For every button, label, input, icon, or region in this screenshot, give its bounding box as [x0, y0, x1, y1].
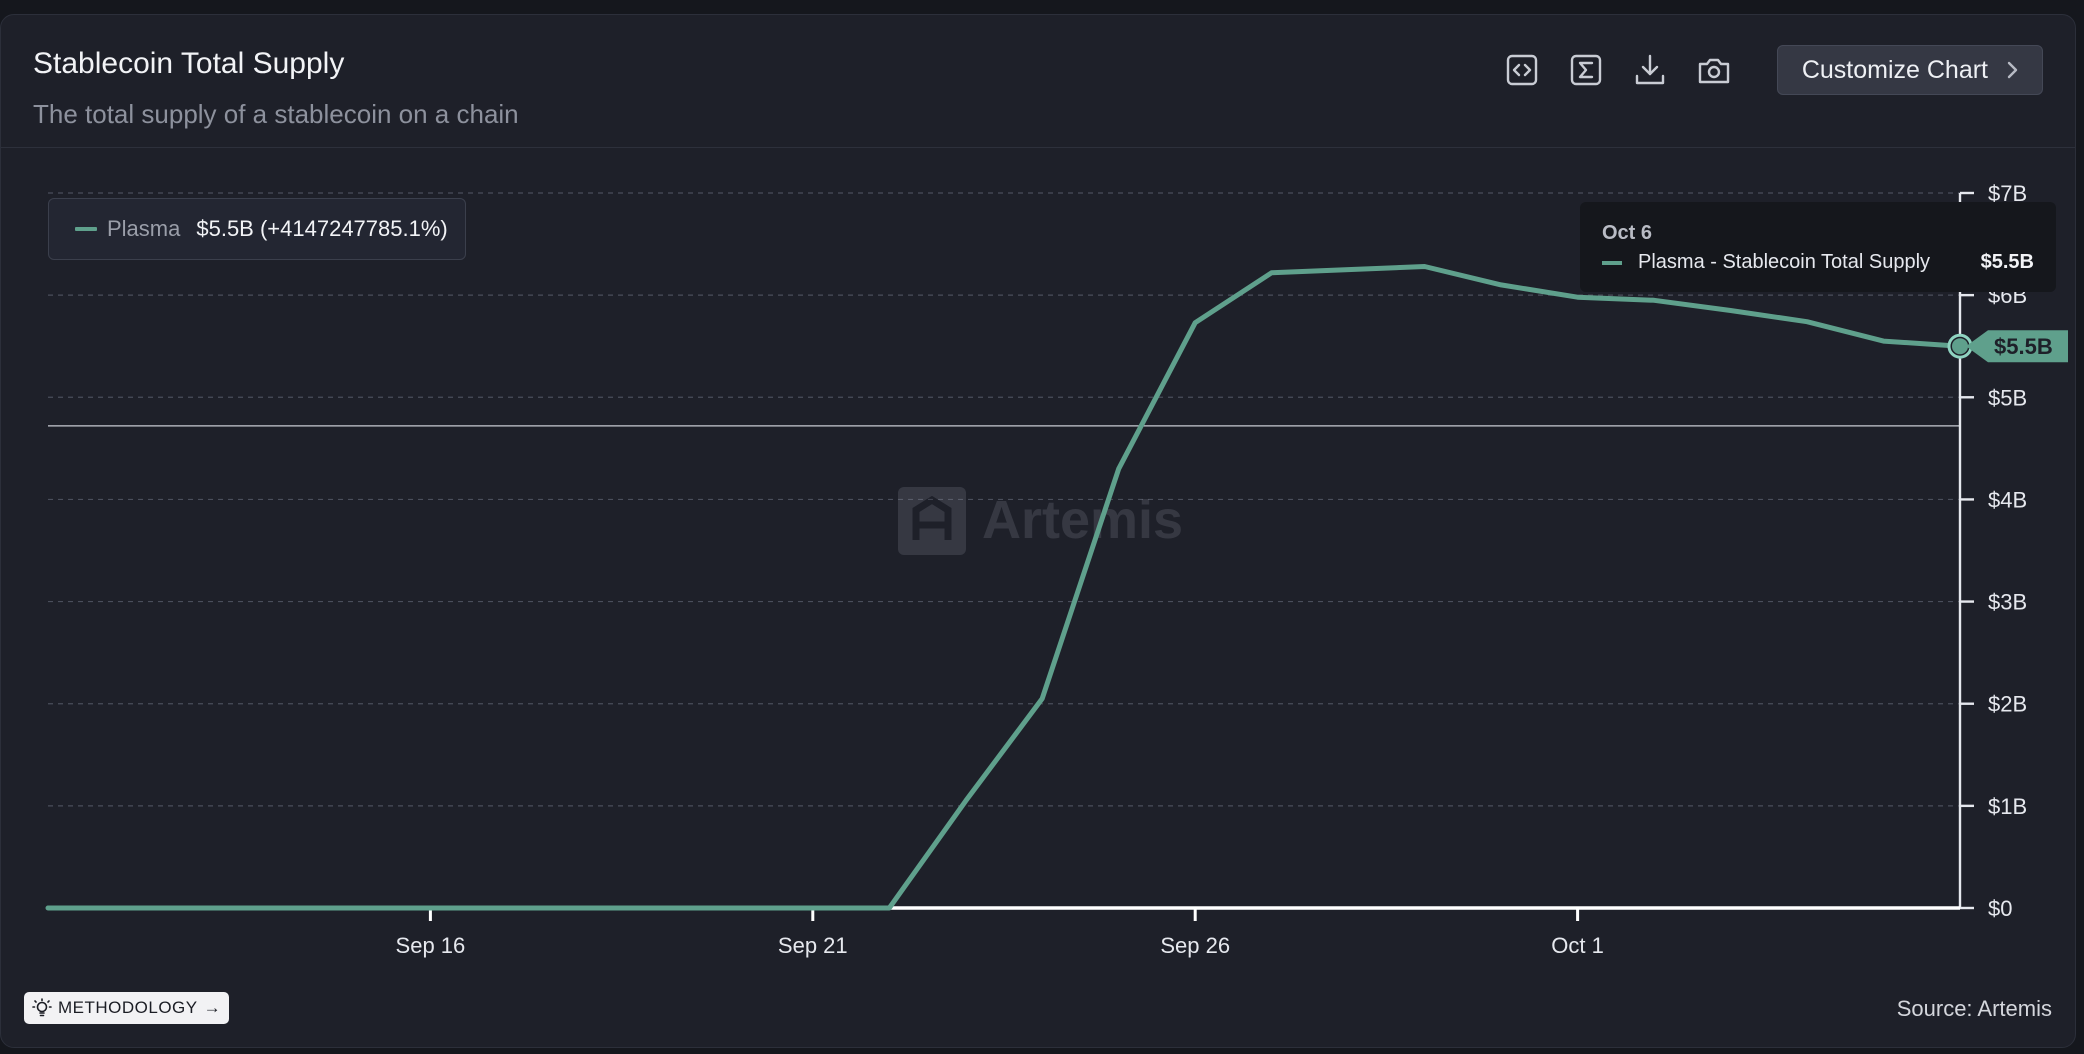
y-tick-label: $2B	[1988, 692, 2027, 717]
download-icon[interactable]	[1629, 49, 1671, 91]
tooltip-value: $5.5B	[1980, 251, 2034, 273]
legend-series-name: Plasma	[107, 216, 181, 241]
last-value-label: $5.5B	[1994, 334, 2053, 359]
chart-toolbar: Customize Chart	[1501, 45, 2043, 95]
last-value-badge	[1966, 330, 2068, 363]
chart-card: Stablecoin Total Supply The total supply…	[0, 14, 2076, 1048]
lightbulb-icon	[32, 998, 52, 1017]
embed-code-icon[interactable]	[1501, 49, 1543, 91]
y-tick-label: $7B	[1988, 181, 2027, 206]
legend-series-value: $5.5B (+4147247785.1%)	[196, 216, 448, 241]
svg-text:Artemis: Artemis	[982, 490, 1183, 550]
legend-swatch	[75, 227, 97, 231]
methodology-label: METHODOLOGY	[58, 998, 198, 1017]
series-line-plasma	[45, 264, 1963, 911]
y-tick-label: $1B	[1988, 794, 2027, 819]
x-tick-label: Sep 26	[1160, 933, 1230, 958]
tooltip-date: Oct 6	[1602, 222, 1653, 244]
customize-chart-button[interactable]: Customize Chart	[1776, 45, 2043, 95]
legend[interactable]: Plasma $5.5B (+4147247785.1%)	[48, 198, 466, 260]
x-tick-label: Sep 16	[396, 933, 466, 958]
hover-marker-fill	[1952, 338, 1968, 355]
y-tick-label: $0	[1988, 896, 2012, 921]
hover-tooltip: Oct 6 Plasma - Stablecoin Total Supply $…	[1580, 202, 2056, 292]
y-tick-label: $4B	[1988, 487, 2027, 512]
camera-icon[interactable]	[1693, 49, 1735, 91]
tooltip-series: Plasma - Stablecoin Total Supply	[1638, 251, 1931, 273]
tooltip-swatch	[1602, 260, 1622, 265]
customize-chart-label: Customize Chart	[1801, 55, 1988, 84]
header-divider	[1, 147, 2075, 148]
chevron-right-icon	[2007, 61, 2018, 79]
chart-subtitle: The total supply of a stablecoin on a ch…	[33, 99, 519, 129]
source-label: Source: Artemis	[1896, 996, 2052, 1021]
x-tick-label: Sep 21	[778, 933, 848, 958]
methodology-button[interactable]: METHODOLOGY →	[24, 992, 230, 1024]
arrow-right-icon: →	[203, 998, 222, 1017]
y-tick-label: $5B	[1988, 385, 2027, 410]
artemis-watermark: Artemis	[898, 487, 1183, 555]
sigma-icon[interactable]	[1565, 49, 1607, 91]
chart-title: Stablecoin Total Supply	[33, 47, 345, 80]
y-tick-label: $3B	[1988, 590, 2027, 615]
x-tick-label: Oct 1	[1551, 933, 1604, 958]
